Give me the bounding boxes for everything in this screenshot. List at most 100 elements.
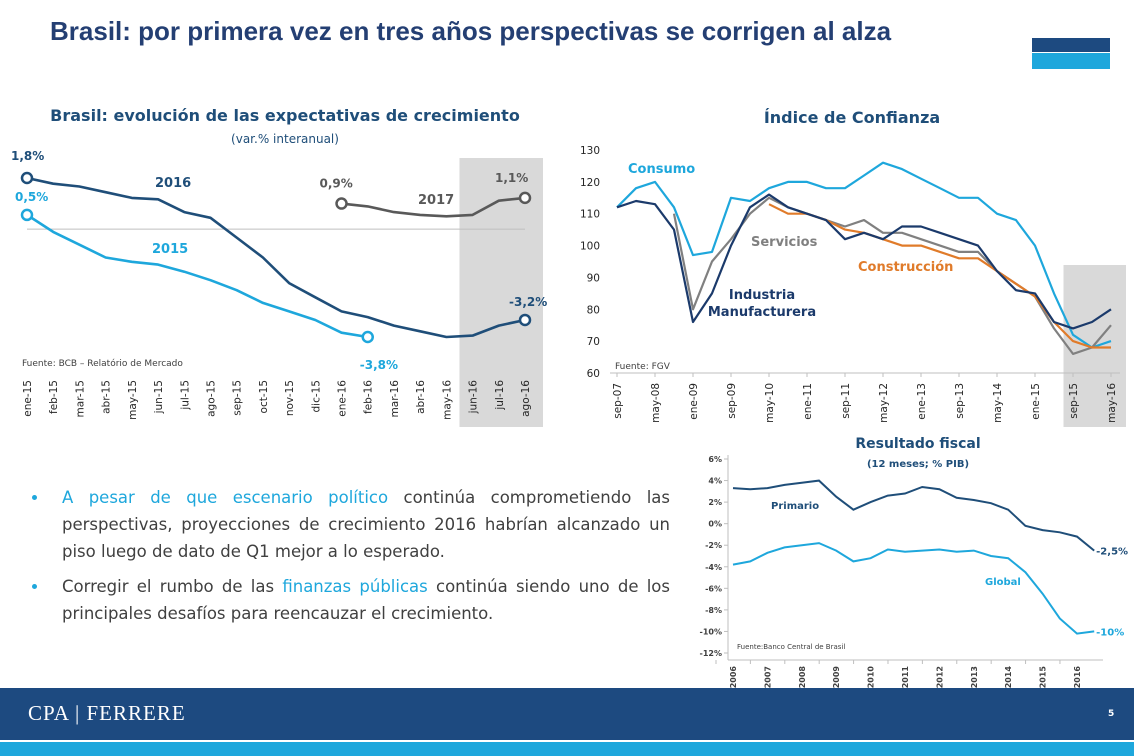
series-line	[732, 542, 1095, 635]
series-label: 2015	[152, 242, 188, 257]
value-label: 0,5%	[15, 190, 48, 204]
y-tick-label: 6%	[708, 455, 722, 464]
end-marker	[518, 191, 532, 205]
x-tick-label: jun-16	[468, 380, 480, 415]
series-label: Construcción	[858, 260, 954, 275]
series-line	[616, 161, 1112, 349]
chart-title: Índice de Confianza	[764, 108, 940, 127]
series-line	[732, 479, 1095, 552]
x-tick-label: ene-15	[1030, 383, 1042, 420]
x-tick-label: 2013	[970, 666, 979, 688]
x-tick-label: ago-15	[205, 380, 217, 417]
x-tick-label: mar-15	[74, 380, 86, 417]
series-label: Primario	[771, 501, 819, 512]
value-label: 0,9%	[320, 177, 353, 191]
x-tick-label: 2008	[798, 666, 807, 689]
y-tick-label: 120	[580, 177, 600, 189]
footer-band	[0, 688, 1134, 740]
x-tick-label: nov-15	[284, 380, 296, 416]
y-tick-label: -8%	[705, 606, 722, 615]
x-tick-label: may-16	[1106, 383, 1118, 423]
x-tick-label: sep-09	[726, 383, 738, 419]
end-marker	[361, 330, 374, 344]
series-label: 2017	[418, 193, 454, 208]
x-tick-label: ene-11	[802, 383, 814, 420]
end-marker	[20, 171, 34, 185]
y-tick-label: 90	[587, 272, 600, 284]
bullet-text: A pesar de que escenario político	[62, 488, 389, 507]
x-tick-label: sep-13	[954, 383, 966, 419]
source: Fuente:Banco Central de Brasil	[737, 643, 845, 651]
y-tick-label: -10%	[700, 627, 722, 636]
series-line	[768, 203, 1111, 349]
x-tick-label: may-14	[992, 383, 1004, 423]
end-marker	[518, 313, 532, 327]
x-tick-label: jul-15	[179, 380, 191, 411]
y-tick-label: 0%	[708, 520, 722, 529]
value-label: -2,5%	[1096, 547, 1128, 558]
page-number: 5	[1108, 709, 1115, 719]
value-label: -3,2%	[509, 295, 547, 309]
x-tick-label: 2007	[763, 666, 772, 688]
y-tick-label: -2%	[705, 541, 722, 550]
series-line	[672, 196, 1112, 355]
x-tick-label: sep-11	[840, 383, 852, 419]
x-tick-label: may-12	[878, 383, 890, 423]
bullets: A pesar de que escenario político contin…	[30, 484, 670, 635]
x-tick-label: dic-15	[310, 380, 322, 413]
end-marker	[335, 197, 348, 210]
y-tick-label: 4%	[708, 477, 722, 486]
chart-title: Brasil: evolución de las expectativas de…	[50, 106, 520, 125]
y-tick-label: 110	[580, 209, 600, 221]
y-tick-label: 80	[587, 304, 600, 316]
y-tick-label: -4%	[705, 563, 722, 572]
y-tick-label: -6%	[705, 584, 722, 593]
x-tick-label: 2016	[1073, 666, 1082, 689]
x-tick-label: may-15	[127, 380, 139, 420]
y-tick-label: 130	[580, 145, 600, 157]
x-tick-label: 2011	[901, 666, 910, 689]
brand: CPA | FERRERE	[28, 701, 186, 725]
y-tick-label: 60	[587, 368, 600, 380]
series-label: Consumo	[628, 162, 696, 177]
series-line	[26, 213, 368, 339]
value-label: -10%	[1096, 627, 1124, 638]
value-label: 1,8%	[11, 149, 44, 163]
x-tick-label: 2014	[1004, 666, 1013, 689]
y-tick-label: 2%	[708, 498, 722, 507]
slide-title: Brasil: por primera vez en tres años per…	[50, 16, 892, 46]
bullet-text: Corregir el rumbo de las	[62, 577, 283, 596]
logo-block	[1032, 53, 1110, 69]
y-tick-label: 100	[580, 241, 600, 253]
footer-strip	[0, 742, 1134, 756]
source: Fuente: BCB – Relatório de Mercado	[22, 358, 183, 369]
series-line	[341, 196, 526, 218]
value-label: 1,1%	[495, 171, 528, 185]
x-tick-label: oct-15	[258, 380, 270, 413]
x-tick-label: abr-16	[415, 380, 427, 414]
x-tick-label: ene-16	[337, 380, 349, 417]
bullet-text: continúa comprometiendo las perspectivas…	[62, 488, 671, 561]
bullet: A pesar de que escenario político contin…	[30, 484, 670, 565]
series-label: 2016	[155, 176, 191, 191]
series-label: Servicios	[751, 235, 818, 250]
source: Fuente: FGV	[615, 362, 671, 372]
x-tick-label: may-16	[441, 380, 453, 420]
y-tick-label: 70	[587, 336, 600, 348]
series-label: Industria Manufacturera	[707, 288, 817, 320]
value-label: -3,8%	[360, 358, 398, 372]
x-tick-label: ene-09	[688, 383, 700, 420]
y-tick-label: -12%	[700, 649, 722, 658]
bullet: Corregir el rumbo de las finanzas públic…	[30, 573, 670, 627]
highlight-band	[459, 158, 543, 427]
x-tick-label: jun-15	[153, 380, 165, 414]
end-marker	[20, 208, 34, 222]
series-line	[616, 193, 1112, 330]
x-tick-label: sep-15	[232, 380, 244, 416]
chart-title: Resultado fiscal	[855, 436, 980, 452]
series-line	[26, 176, 526, 339]
x-tick-label: ene-15	[22, 380, 34, 417]
x-tick-label: 2010	[867, 666, 876, 689]
